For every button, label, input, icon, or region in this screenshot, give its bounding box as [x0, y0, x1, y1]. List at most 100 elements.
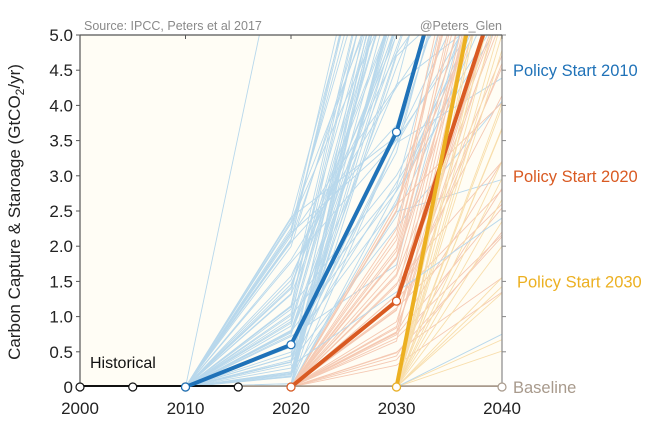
y-tick-label: 4.0: [49, 96, 73, 115]
ensemble-line-2010: [185, 35, 398, 387]
y-tick-label: 5.0: [49, 26, 73, 45]
data-point-policy-start-2020: [391, 296, 402, 306]
x-tick-label: 2010: [167, 399, 205, 418]
ensemble-line-2010: [396, 333, 502, 387]
y-axis-label-sub: 2: [13, 88, 27, 95]
ensemble-line-2010: [185, 35, 373, 387]
series-label-policy-start-2010: Policy Start 2010: [513, 62, 638, 80]
ensemble-line-2030: [396, 35, 492, 387]
ensemble-line-2010: [185, 35, 426, 387]
data-point-historical: [75, 382, 85, 392]
x-tick-labels: 2000 2010 2020 2030 2040: [61, 399, 521, 418]
markers-layer: [75, 127, 507, 392]
y-tick-label: 1.0: [49, 308, 73, 327]
source-note: Source: IPCC, Peters et al 2017: [84, 19, 262, 33]
ensemble-line-2010: [185, 35, 370, 387]
ensemble-line-2010: [185, 35, 337, 387]
series-label-baseline: Baseline: [513, 379, 576, 397]
series-label-historical: Historical: [90, 355, 156, 372]
ensemble-line-2030: [396, 350, 502, 387]
ensemble-line-2020: [290, 35, 441, 387]
ensemble-line-2030: [396, 339, 502, 387]
y-tick-label: 0: [64, 378, 73, 397]
series-label-policy-start-2020: Policy Start 2020: [513, 168, 638, 186]
ensemble-line-2010: [185, 35, 367, 387]
ensemble-line-2020: [290, 161, 502, 387]
ensemble-line-2010: [185, 35, 357, 387]
ensemble-line-2020: [290, 35, 465, 387]
ensemble-line-2010: [185, 35, 462, 387]
ensemble-line-2010: [185, 35, 368, 387]
ensemble-line-2010: [185, 35, 376, 387]
ensemble-line-2010: [185, 35, 388, 387]
ensemble-line-2020: [290, 188, 502, 387]
y-tick-label: 2.0: [49, 237, 73, 256]
ensemble-line-2020: [290, 161, 502, 387]
ensemble-line-2010: [185, 35, 394, 387]
ensemble-line-2010: [185, 35, 449, 387]
ensemble-line-2030: [396, 35, 502, 387]
ensemble-line-2030: [396, 286, 502, 387]
ensemble-line-2010: [185, 35, 460, 387]
data-point-policy-start-2020: [286, 382, 296, 392]
x-tick-label: 2040: [483, 399, 521, 418]
data-point-policy-start-2010: [286, 340, 296, 350]
ensemble-line-2020: [290, 35, 467, 387]
y-tick-labels: 0 0.5 1.0 1.5 2.0 2.5 3.0 3.5 4.0 4.5 5.0: [49, 26, 73, 397]
series-labels: Historical Baseline Policy Start 2010 Polic…: [90, 62, 642, 397]
ensemble-line-2020: [290, 35, 444, 387]
y-axis-label-main: Carbon Capture & Staroage (GtCO: [5, 95, 24, 360]
ensemble-line-2010: [185, 35, 365, 387]
y-tick-label: 4.5: [49, 61, 73, 80]
ensemble-line-2020: [290, 102, 502, 387]
ensemble-line-2010: [185, 35, 377, 387]
ensemble-line-2020: [290, 35, 450, 387]
x-tick-label: 2020: [272, 399, 310, 418]
ensemble-line-2030: [396, 245, 502, 387]
ensemble-line-2010: [185, 35, 395, 387]
ensemble-line-2030: [396, 292, 502, 387]
ensemble-line-2020: [290, 35, 452, 387]
ensemble-line-2010: [185, 35, 358, 387]
ensemble-line-2020: [290, 35, 463, 387]
ensemble-line-2030: [396, 277, 502, 387]
series-line-policy-start-2030: [394, 35, 469, 387]
ensemble-line-2010: [185, 35, 353, 387]
data-point-historical: [233, 382, 243, 392]
y-tick-label: 2.5: [49, 202, 73, 221]
data-point-policy-start-2010: [391, 127, 402, 137]
ensemble-line-2020: [290, 291, 502, 387]
series-line-policy-start-2010: [184, 35, 426, 387]
ensemble-line-2020: [290, 35, 465, 387]
ensemble-line-2010: [185, 35, 345, 387]
ensemble-line-2010: [185, 35, 431, 387]
ensemble-line-2030: [396, 35, 499, 387]
ensemble-line-2030: [396, 178, 502, 387]
ensemble-line-2020: [290, 277, 502, 387]
y-tick-label: 3.5: [49, 132, 73, 151]
ensemble-line-2010: [185, 35, 260, 387]
ensemble-line-2020: [290, 35, 492, 387]
ensemble-line-2030: [396, 107, 502, 387]
ensemble-line-2010: [185, 35, 403, 387]
ensemble-line-2010: [185, 35, 363, 387]
ensemble-line-2010: [185, 35, 372, 387]
ensemble-line-2020: [290, 234, 502, 387]
ensemble-line-2010: [185, 35, 348, 387]
ensemble-line-2030: [396, 127, 502, 387]
ensemble-line-2020: [290, 231, 502, 387]
ensemble-line-2030: [396, 35, 486, 387]
ensemble-line-2030: [396, 35, 483, 387]
data-point-policy-start-2030: [391, 382, 402, 392]
ensemble-line-2010: [185, 35, 439, 387]
y-tick-label: 0.5: [49, 343, 73, 362]
x-tick-label: 2030: [378, 399, 416, 418]
ensemble-line-2030: [396, 221, 502, 387]
ensemble-line-2020: [290, 35, 439, 387]
y-axis-label-end: /yr): [5, 64, 24, 89]
y-axis-label: Carbon Capture & Staroage (GtCO2/yr): [5, 64, 27, 360]
ensemble-line-2030: [396, 49, 502, 387]
ensemble-line-2030: [396, 161, 502, 387]
credit-note: @Peters_Glen: [420, 19, 502, 33]
